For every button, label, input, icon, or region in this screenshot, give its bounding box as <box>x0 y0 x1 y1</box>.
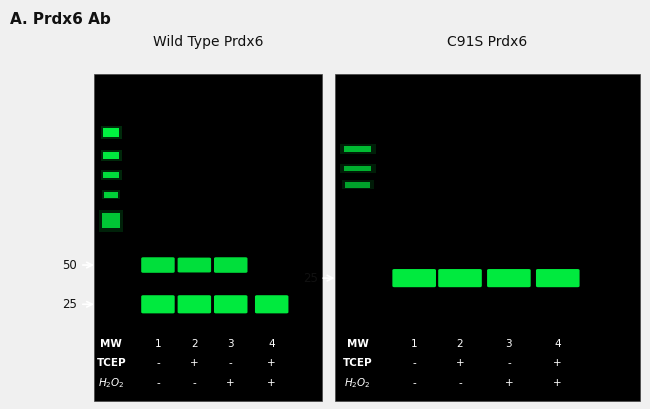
Text: 2: 2 <box>457 339 463 348</box>
Text: -: - <box>458 378 462 388</box>
FancyBboxPatch shape <box>141 295 175 313</box>
FancyBboxPatch shape <box>214 295 248 313</box>
Text: 2: 2 <box>191 339 198 348</box>
FancyBboxPatch shape <box>177 295 211 313</box>
Text: 4: 4 <box>554 339 561 348</box>
Bar <box>94 74 322 401</box>
Bar <box>103 172 119 178</box>
Text: -: - <box>412 358 416 368</box>
Bar <box>342 180 374 189</box>
Bar <box>345 182 370 188</box>
Text: TCEP: TCEP <box>96 358 126 368</box>
FancyBboxPatch shape <box>255 295 289 313</box>
Bar <box>99 210 123 232</box>
Text: 3: 3 <box>227 339 234 348</box>
Text: +: + <box>267 378 276 388</box>
Text: 25: 25 <box>62 298 77 311</box>
Bar <box>105 192 118 198</box>
Bar <box>102 213 120 228</box>
Text: 4: 4 <box>268 339 275 348</box>
Text: -: - <box>229 358 233 368</box>
FancyBboxPatch shape <box>214 257 248 273</box>
Text: C91S Prdx6: C91S Prdx6 <box>447 35 528 49</box>
Text: -: - <box>412 378 416 388</box>
Bar <box>103 128 119 137</box>
Text: -: - <box>192 378 196 388</box>
Text: 1: 1 <box>411 339 417 348</box>
Text: 1: 1 <box>155 339 161 348</box>
Bar <box>340 164 376 173</box>
Text: +: + <box>553 358 562 368</box>
Bar <box>344 146 371 152</box>
Text: +: + <box>553 378 562 388</box>
Text: MW: MW <box>100 339 122 348</box>
Text: +: + <box>456 358 464 368</box>
Text: MW: MW <box>346 339 369 348</box>
Text: -: - <box>156 358 160 368</box>
Bar <box>101 170 122 180</box>
Bar <box>103 152 119 159</box>
FancyBboxPatch shape <box>177 258 211 272</box>
Text: TCEP: TCEP <box>343 358 372 368</box>
Text: Wild Type Prdx6: Wild Type Prdx6 <box>153 35 263 49</box>
FancyBboxPatch shape <box>487 269 530 287</box>
Bar <box>340 144 376 154</box>
Text: +: + <box>226 378 235 388</box>
Text: 50: 50 <box>62 258 77 272</box>
FancyBboxPatch shape <box>393 269 436 287</box>
FancyBboxPatch shape <box>536 269 580 287</box>
Bar <box>344 166 371 171</box>
Text: +: + <box>267 358 276 368</box>
Text: +: + <box>190 358 199 368</box>
FancyBboxPatch shape <box>141 257 175 273</box>
Text: 3: 3 <box>506 339 512 348</box>
Bar <box>103 190 120 199</box>
Text: A. Prdx6 Ab: A. Prdx6 Ab <box>10 12 111 27</box>
FancyBboxPatch shape <box>438 269 482 287</box>
Text: -: - <box>507 358 511 368</box>
Text: $H_2O_2$: $H_2O_2$ <box>98 376 125 390</box>
Text: +: + <box>504 378 514 388</box>
Text: $H_2O_2$: $H_2O_2$ <box>344 376 371 390</box>
Bar <box>101 126 122 139</box>
Text: 25: 25 <box>303 272 318 285</box>
Bar <box>335 74 640 401</box>
Text: -: - <box>156 378 160 388</box>
Bar <box>101 150 122 161</box>
